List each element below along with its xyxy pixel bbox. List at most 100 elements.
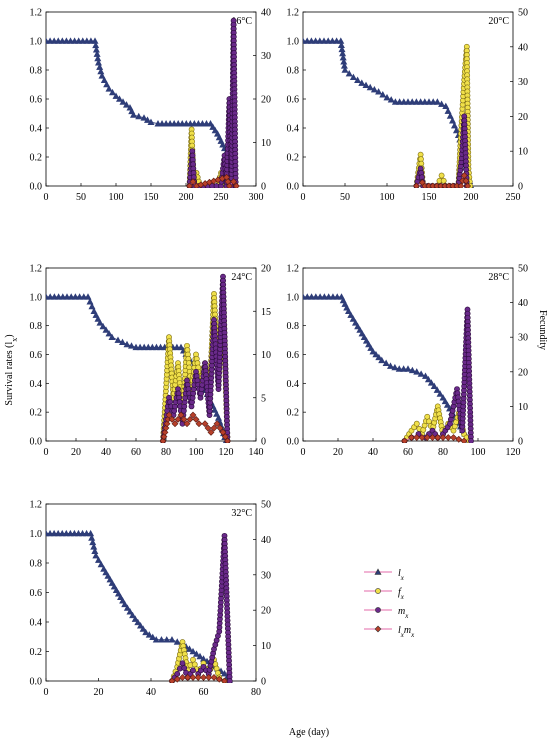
lx-series-point: [80, 293, 88, 300]
lx-series-point: [119, 98, 127, 105]
lxmx-series-point: [232, 182, 240, 188]
x-tick-label: 0: [44, 192, 49, 203]
legend-item: fx: [364, 587, 405, 601]
y-tick-label: 0.4: [30, 124, 43, 135]
y2-tick-label: 30: [261, 570, 271, 581]
lxmx-series-point: [194, 674, 202, 681]
y2-tick-label: 50: [518, 264, 528, 275]
y2-tick-label: 20: [261, 264, 271, 275]
lx-series-point: [71, 293, 79, 300]
lx-series-point: [94, 315, 102, 322]
lxmx-series-point: [450, 434, 457, 441]
y-tick-label: 1.2: [30, 264, 43, 275]
y-tick-label: 0.8: [30, 66, 43, 77]
lx-series-point: [347, 311, 355, 318]
lx-series-point: [400, 98, 408, 105]
y2-tick-label: 0: [261, 437, 266, 448]
y2-tick-label: 40: [518, 42, 528, 53]
lx-series-point: [367, 344, 375, 351]
mx-series-point: [226, 678, 233, 683]
lxmx-series-point: [444, 434, 452, 441]
lx-series-point: [123, 604, 131, 611]
y-tick-label: 1.0: [30, 529, 43, 540]
lx-series-point: [349, 73, 357, 81]
y-tick-label: 1.0: [30, 292, 43, 303]
y2-tick-label: 20: [261, 606, 271, 617]
lxmx-series-point: [189, 674, 197, 681]
lxmx-series-point: [179, 674, 186, 681]
lx-series-point: [375, 88, 383, 95]
lx-series-point: [84, 293, 92, 300]
x-tick-label: 0: [44, 687, 49, 698]
lx-series-point: [345, 69, 353, 77]
y2-tick-label: 40: [261, 8, 271, 19]
lx-series-point: [324, 37, 332, 44]
lx-series-point: [103, 80, 111, 88]
lx-series-point: [329, 293, 337, 300]
lx-series-point: [417, 370, 425, 377]
lx-series-point: [375, 353, 383, 361]
lx-series-point: [442, 102, 450, 110]
lx-series-point: [354, 76, 362, 83]
lxmx-series-point: [401, 437, 408, 443]
y-tick-label: 0.6: [287, 95, 300, 106]
lxmx-series-point: [460, 437, 468, 443]
y2-tick-label: 0: [518, 182, 523, 193]
lx-series-point: [89, 538, 97, 546]
panel-20c: 0.0 0.2 0.4 0.6 0.8 1.0 1.2 0 10 20 30 40 50 0 50 100 15…: [287, 8, 529, 204]
y2-tick-label: 10: [261, 350, 271, 361]
lx-series-point: [96, 319, 104, 326]
panel-16c: 0.0 0.2 0.4 0.6 0.8 1.0 1.2 0 10 20 30 40 0 50 100 150 2…: [30, 8, 272, 204]
panel-title: 24°C: [231, 272, 252, 283]
lx-series-point: [425, 98, 433, 105]
lx-series-point: [99, 322, 107, 330]
y-tick-label: 0.2: [30, 153, 43, 164]
lx-series-point: [450, 121, 458, 129]
lx-series-point: [192, 650, 201, 657]
lx-series-point: [303, 293, 311, 300]
lx-series-point: [211, 126, 219, 134]
lxmx-series-point: [186, 415, 194, 423]
y-axis-label-left: Survival rates (lx): [4, 334, 19, 405]
lx-series-point: [147, 118, 155, 125]
panel-title: 16°C: [231, 16, 252, 27]
lx-series-point: [185, 645, 194, 652]
lx-series-point: [391, 363, 399, 371]
y-tick-label: 0.0: [30, 437, 43, 448]
lx-series-point: [94, 556, 103, 563]
lx-series-point: [360, 333, 368, 341]
y-tick-label: 0.8: [287, 66, 300, 77]
lx-series-point: [366, 83, 374, 91]
lxmx-series-point: [225, 182, 233, 188]
lx-series-point: [316, 293, 324, 300]
lxmx-series-point: [429, 434, 436, 441]
lx-series-point: [362, 81, 370, 89]
lx-series-point: [452, 126, 460, 134]
lx-series-point: [87, 529, 95, 537]
legend-marker: [375, 607, 381, 613]
lx-series-point: [400, 365, 408, 372]
lxmx-series-point: [210, 424, 218, 432]
lxmx-series-point: [205, 674, 213, 681]
lx-series-point: [122, 101, 131, 108]
lx-series-point: [429, 98, 437, 105]
lxmx-series-point: [221, 677, 228, 683]
lxmx-series-point: [215, 675, 223, 683]
y-tick-label: 0.0: [30, 182, 43, 193]
x-tick-label: 60: [131, 447, 141, 458]
lx-series-point: [439, 394, 447, 401]
legend-label: lxmx: [398, 625, 415, 639]
lx-series-point: [140, 114, 148, 121]
fx-series-point: [440, 177, 447, 184]
lx-series-point: [369, 347, 377, 355]
lx-series-point: [433, 386, 441, 393]
lx-series-point: [446, 112, 454, 119]
legend-label: lx: [398, 568, 405, 582]
lx-series-point: [92, 311, 100, 318]
lxmx-series-point: [201, 420, 209, 428]
y2-tick-label: 0: [261, 677, 266, 688]
lx-series-point: [436, 390, 444, 397]
lx-series-point: [105, 329, 113, 337]
lx-series-point: [142, 628, 150, 636]
